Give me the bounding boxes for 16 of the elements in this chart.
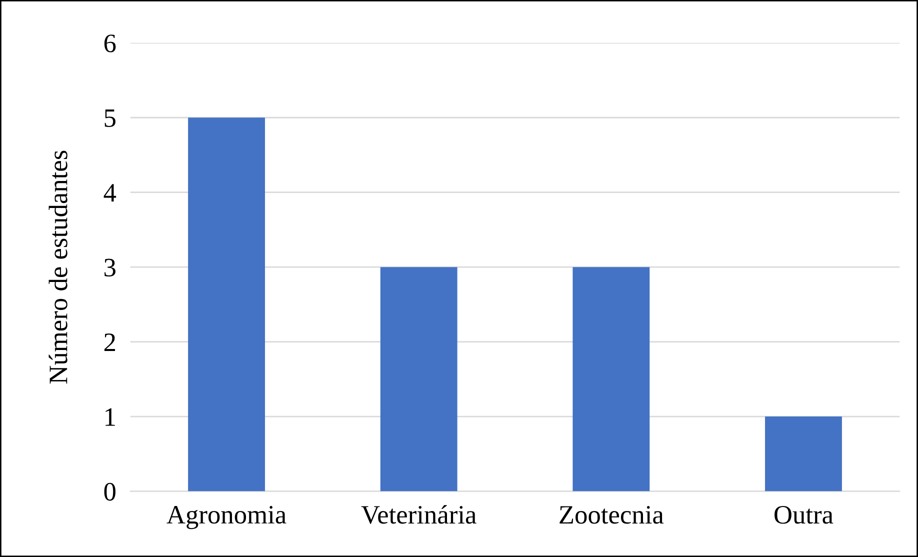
y-tick-label: 3	[104, 258, 116, 276]
y-tick-label: 0	[104, 482, 116, 501]
y-tick-label: 5	[104, 109, 116, 128]
y-tick-label: 6	[104, 34, 116, 52]
y-tick-label: 2	[104, 333, 116, 351]
bar	[765, 416, 842, 492]
bar	[572, 267, 650, 492]
bar	[188, 118, 265, 492]
y-tick-label: 1	[106, 408, 115, 426]
y-axis-title: Número de estudantes	[48, 150, 68, 384]
bar	[380, 267, 458, 492]
x-tick-label: Zootecnia	[560, 506, 664, 524]
y-tick-label: 4	[104, 184, 116, 202]
x-tick-label: Outra	[774, 506, 834, 524]
x-tick-label: Agronomia	[166, 506, 286, 530]
x-tick-label: Veterinária	[361, 505, 476, 524]
